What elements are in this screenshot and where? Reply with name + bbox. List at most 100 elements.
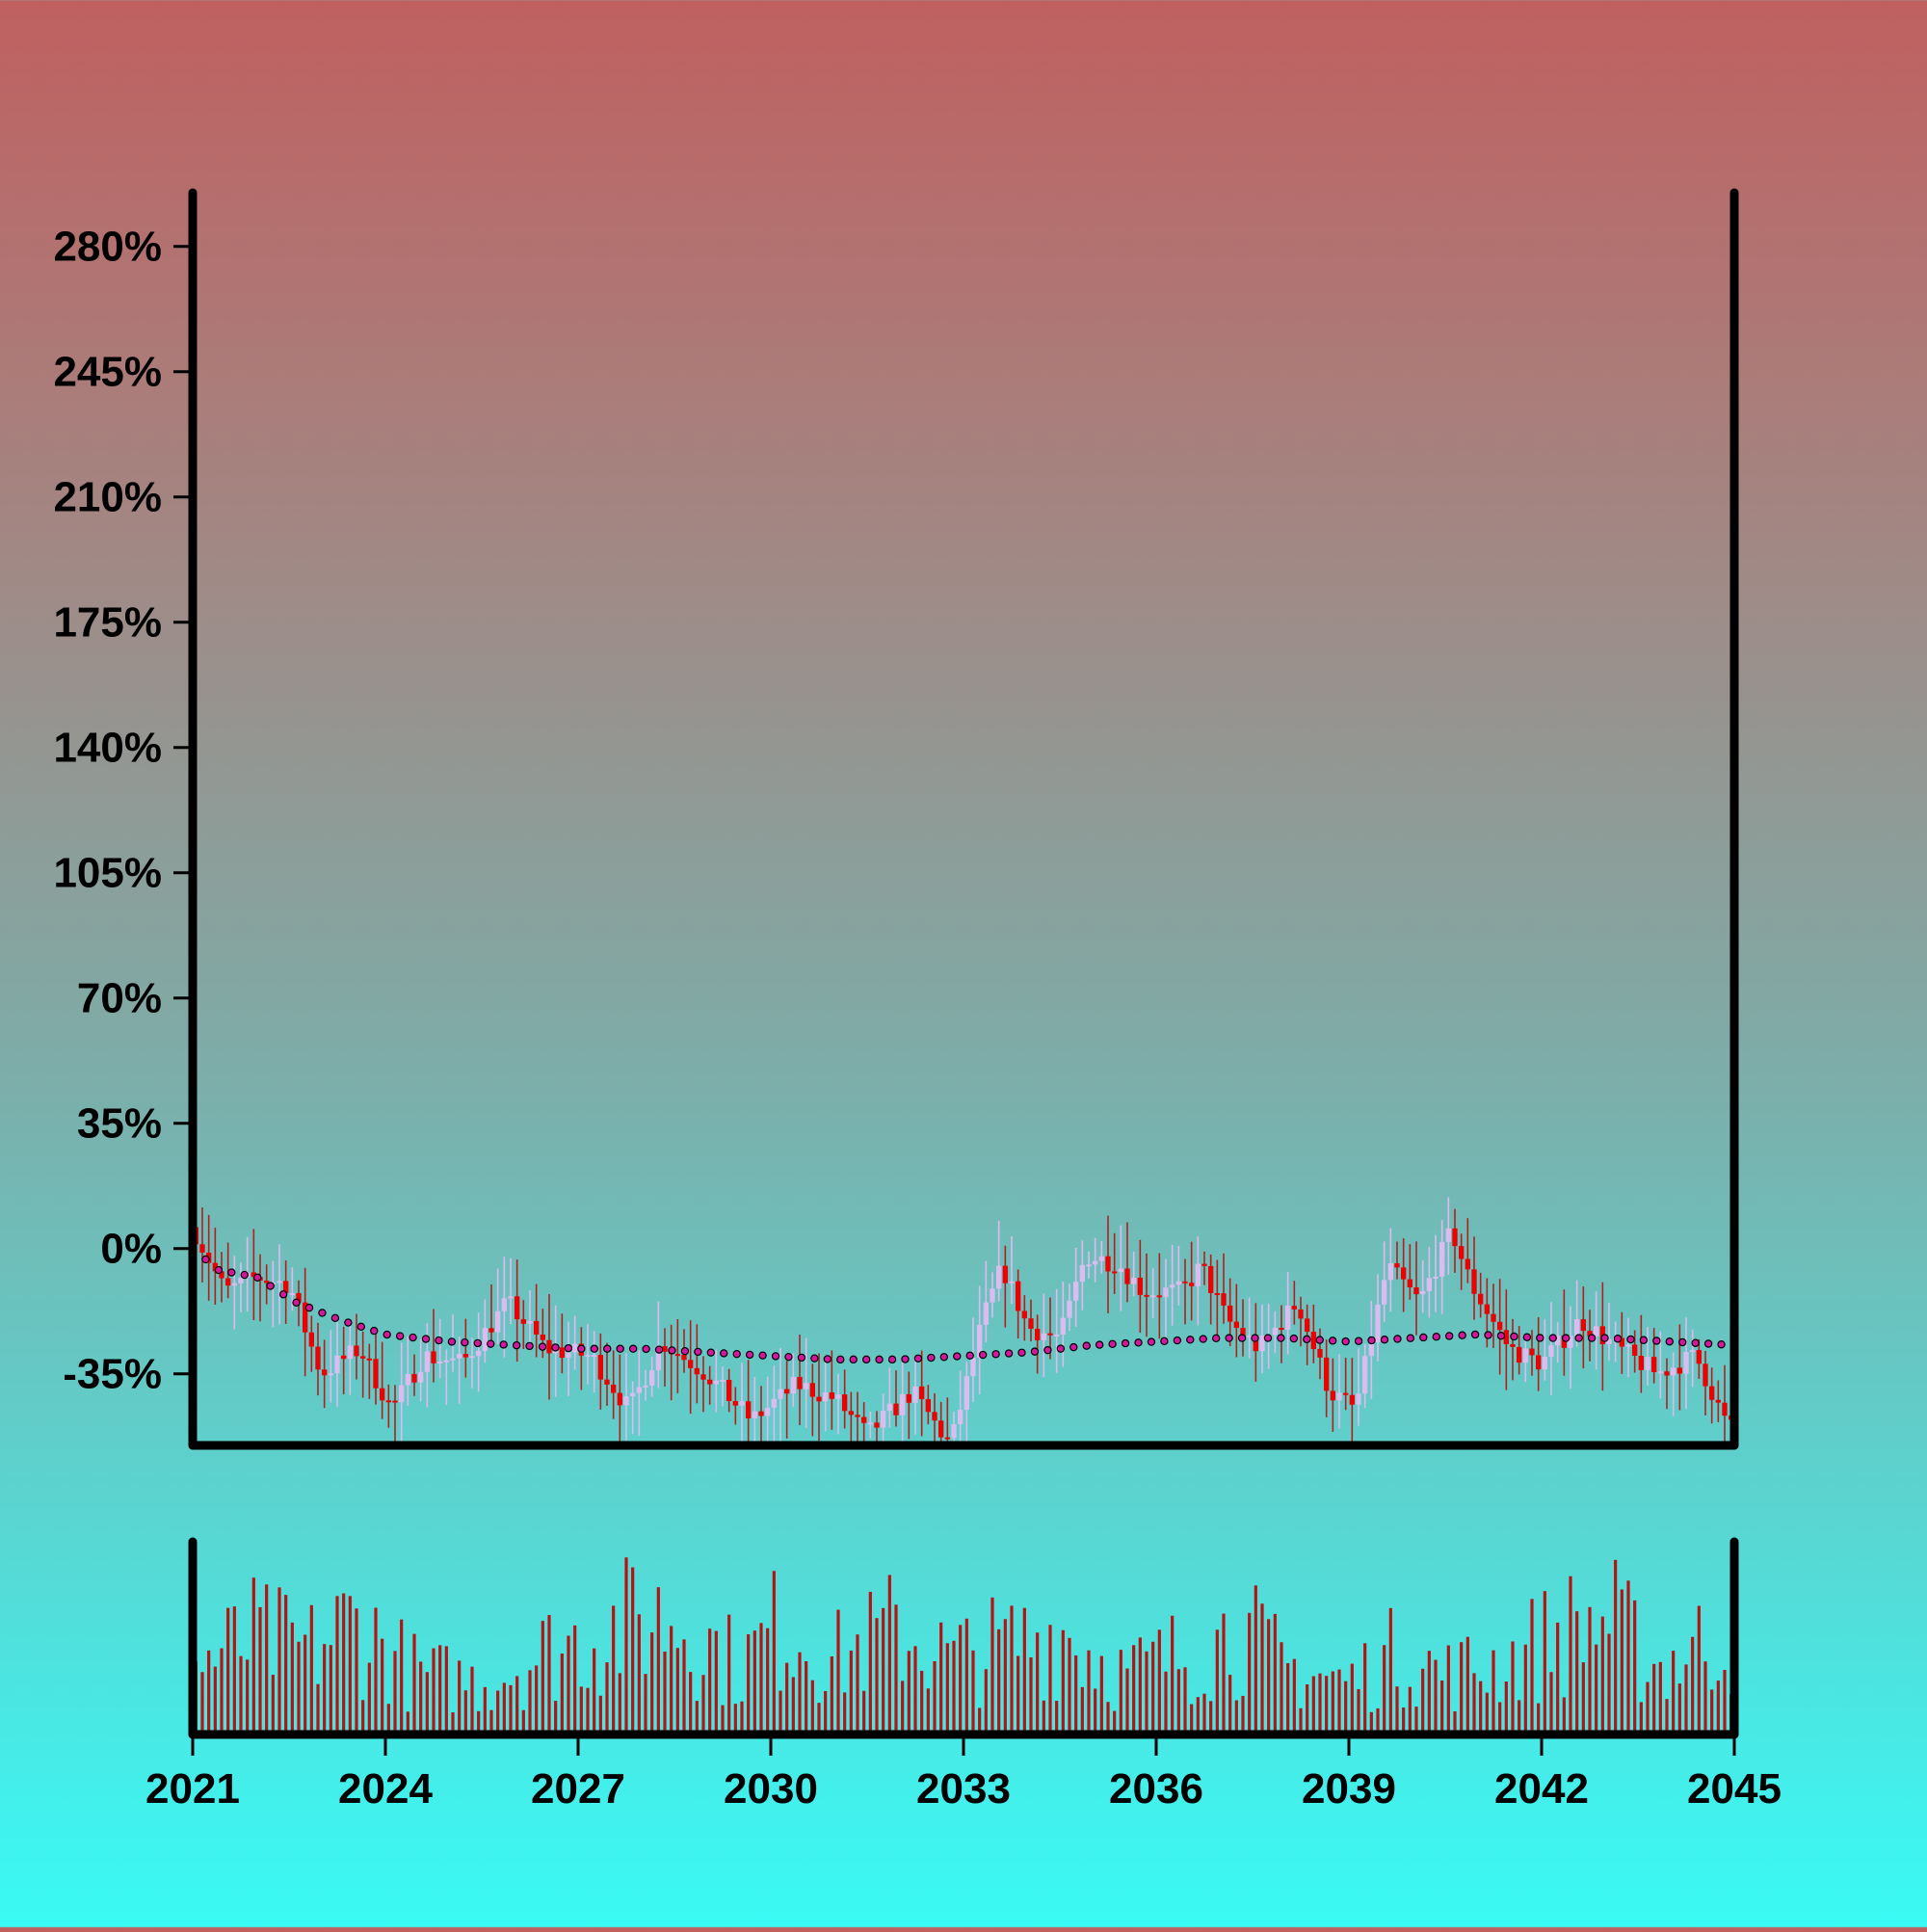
y-tick-label: 70%	[77, 975, 162, 1022]
candle-body	[1703, 1363, 1708, 1387]
volume-bar	[695, 1701, 699, 1734]
candle-body	[1664, 1371, 1670, 1376]
candle-body	[778, 1389, 783, 1399]
ma-point	[344, 1318, 353, 1327]
candle-body	[1035, 1328, 1041, 1340]
volume-bar	[894, 1604, 898, 1734]
candle-body	[1471, 1269, 1477, 1294]
volume-bar	[1684, 1664, 1688, 1734]
candle-body	[1240, 1328, 1246, 1337]
candle-body	[1529, 1348, 1535, 1356]
candle-body	[720, 1379, 726, 1382]
x-tick-label: 2027	[531, 1765, 625, 1813]
volume-bar	[708, 1628, 712, 1734]
volume-bar	[650, 1632, 654, 1734]
candle-body	[1362, 1356, 1368, 1394]
ma-point	[266, 1282, 275, 1290]
candle-body	[1144, 1294, 1149, 1297]
ma-point	[487, 1339, 495, 1348]
candle-body	[1632, 1344, 1638, 1356]
volume-bar	[335, 1596, 339, 1734]
candle-body	[867, 1422, 873, 1425]
candle-body	[1387, 1263, 1393, 1281]
volume-bar	[309, 1604, 313, 1734]
candle-body	[816, 1396, 822, 1402]
volume-bar	[810, 1680, 814, 1734]
candle-body	[732, 1400, 738, 1406]
candle-body	[1722, 1402, 1728, 1416]
volume-bar	[1658, 1661, 1662, 1734]
candle-body	[1522, 1348, 1528, 1363]
candle-body	[746, 1401, 752, 1418]
volume-bar	[489, 1709, 493, 1734]
candle-body	[1131, 1277, 1137, 1284]
candle-body	[225, 1278, 231, 1286]
ma-point	[1717, 1340, 1726, 1349]
x-tick-label: 2021	[145, 1765, 240, 1813]
ma-point	[628, 1344, 638, 1353]
volume-bar	[239, 1655, 243, 1734]
volume-bar	[1595, 1644, 1598, 1734]
volume-bar	[547, 1615, 551, 1734]
ma-point	[1121, 1338, 1130, 1348]
candle-body	[842, 1394, 848, 1412]
y-tick-label: 35%	[77, 1100, 162, 1148]
ma-point	[1095, 1340, 1104, 1349]
ma-point	[1367, 1336, 1376, 1345]
volume-bar	[586, 1687, 590, 1734]
volume-bar	[740, 1701, 744, 1734]
candle-body	[893, 1403, 899, 1416]
volume-bar	[1453, 1711, 1457, 1734]
volume-bar	[1286, 1663, 1290, 1734]
candle-body	[611, 1384, 617, 1393]
candle-body	[1150, 1295, 1156, 1298]
candle-body	[1189, 1283, 1195, 1286]
volume-bar	[1010, 1605, 1014, 1734]
volume-bar	[419, 1661, 423, 1734]
candle-body	[1233, 1321, 1239, 1329]
volume-bar	[978, 1707, 982, 1734]
ma-point	[927, 1353, 936, 1363]
volume-bar	[1697, 1605, 1701, 1734]
ma-point	[1639, 1336, 1649, 1344]
candle-body	[592, 1355, 597, 1358]
volume-bar	[1537, 1703, 1541, 1734]
candle-body	[411, 1373, 417, 1383]
volume-bar	[1581, 1662, 1585, 1734]
ma-point	[1484, 1331, 1492, 1339]
ma-point	[395, 1332, 405, 1340]
candle-body	[399, 1385, 405, 1403]
candle-body	[1317, 1349, 1323, 1358]
candle-body	[1356, 1393, 1361, 1405]
volume-bar	[554, 1701, 558, 1734]
volume-bar	[541, 1621, 544, 1734]
volume-bar	[1383, 1645, 1386, 1734]
ma-point	[278, 1290, 288, 1299]
candle-body	[1112, 1271, 1118, 1274]
candle-body	[392, 1400, 398, 1403]
ma-point	[1263, 1334, 1273, 1342]
volume-bar	[952, 1640, 956, 1734]
ma-point	[590, 1344, 599, 1353]
volume-bar	[329, 1645, 332, 1734]
ma-point	[551, 1343, 560, 1352]
candle-body	[1047, 1333, 1053, 1336]
candle-body	[462, 1354, 468, 1358]
ma-point	[1211, 1334, 1221, 1343]
candle-body	[1368, 1341, 1374, 1357]
candle-body	[585, 1355, 591, 1358]
volume-bar	[1575, 1611, 1579, 1734]
volume-bar	[528, 1670, 532, 1734]
volume-bar	[1196, 1697, 1200, 1734]
candle-body	[848, 1411, 854, 1416]
ma-point	[603, 1344, 612, 1353]
ma-point	[1082, 1341, 1091, 1350]
volume-bar	[1549, 1672, 1553, 1734]
volume-bar	[367, 1662, 371, 1734]
volume-bar	[1138, 1637, 1142, 1734]
ma-point	[1445, 1332, 1454, 1340]
candle-body	[1105, 1256, 1111, 1272]
candle-body	[1382, 1280, 1387, 1305]
volume-bar	[1376, 1707, 1380, 1734]
